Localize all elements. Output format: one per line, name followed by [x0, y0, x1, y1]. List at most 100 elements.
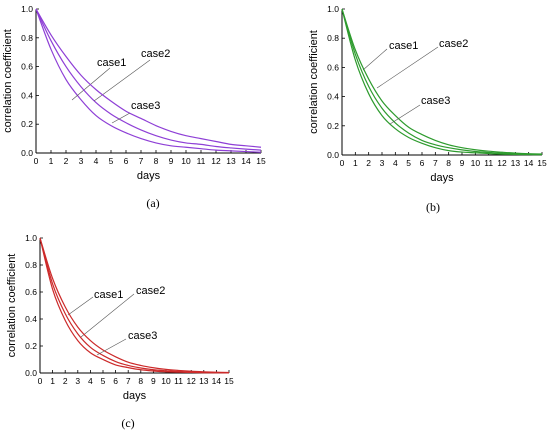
chart-panel-1: 0 1 2 3 4 5 6 7 8 9 10 11 12 13 14 150.00.20.40.60.81.0…	[2, 4, 266, 210]
annotation-leader-case3	[111, 112, 131, 124]
y-tick-label: 0.4	[327, 92, 339, 102]
y-tick-label: 1.0	[327, 4, 339, 14]
x-tick-label: 6	[124, 156, 129, 166]
x-tick-label: 6	[113, 376, 118, 386]
series-line-case2	[35, 8, 262, 151]
x-tick-label: 0	[340, 158, 345, 168]
x-tick-label: 8	[154, 156, 159, 166]
x-tick-label: 13	[226, 156, 236, 166]
x-tick-label: 2	[64, 156, 69, 166]
x-tick-label: 14	[524, 158, 534, 168]
panel-label: (c)	[121, 416, 134, 430]
annotation-label-case1: case1	[389, 40, 418, 52]
chart-panel-3: 0 1 2 3 4 5 6 7 8 9 10 11 12 13 14 150.00.20.40.60.81.0…	[6, 233, 234, 430]
chart-panel-2: 0 1 2 3 4 5 6 7 8 9 10 11 12 13 14 150.00.20.40.60.81.0…	[308, 4, 547, 214]
series-line-case2	[39, 237, 230, 374]
x-tick-label: 10	[161, 376, 171, 386]
annotation-leader-case1	[362, 48, 388, 71]
annotation-label-case3: case3	[131, 100, 160, 112]
x-tick-label: 9	[169, 156, 174, 166]
x-tick-label: 5	[109, 156, 114, 166]
y-axis-label: correlation coefficient	[308, 30, 320, 134]
annotation-label-case2: case2	[141, 48, 170, 60]
x-tick-label: 15	[256, 156, 266, 166]
annotation-leader-case3	[96, 338, 127, 356]
series-line-case3	[341, 8, 543, 155]
y-tick-label: 0.8	[327, 33, 339, 43]
x-tick-label: 11	[174, 376, 183, 386]
x-tick-label: 7	[139, 156, 144, 166]
x-tick-label: 4	[393, 158, 398, 168]
y-tick-label: 0.6	[21, 62, 33, 72]
x-tick-label: 13	[199, 376, 209, 386]
x-tick-label: 9	[460, 158, 465, 168]
x-tick-label: 8	[446, 158, 451, 168]
y-tick-label: 0.0	[21, 148, 33, 158]
y-tick-label: 0.8	[21, 33, 33, 43]
y-tick-label: 0.8	[25, 260, 37, 270]
x-tick-label: 13	[511, 158, 521, 168]
y-tick-label: 1.0	[21, 4, 33, 14]
x-tick-label: 10	[471, 158, 481, 168]
x-tick-label: 7	[126, 376, 131, 386]
annotation-label-case3: case3	[128, 330, 157, 342]
series-line-case3	[35, 8, 262, 148]
annotation-label-case1: case1	[94, 289, 123, 301]
annotation-leader-case2	[376, 46, 439, 89]
x-axis-label: days	[430, 172, 454, 184]
x-tick-label: 12	[497, 158, 507, 168]
x-tick-label: 4	[94, 156, 99, 166]
x-tick-label: 9	[151, 376, 156, 386]
x-tick-label: 6	[420, 158, 425, 168]
y-tick-label: 0.0	[25, 368, 37, 378]
x-axis-label: days	[137, 170, 161, 182]
x-tick-label: 2	[63, 376, 68, 386]
x-tick-label: 8	[138, 376, 143, 386]
annotation-label-case1: case1	[97, 57, 126, 69]
x-tick-label: 4	[88, 376, 93, 386]
series-line-case1	[35, 8, 262, 153]
y-tick-label: 0.0	[327, 150, 339, 160]
annotation-label-case2: case2	[439, 38, 468, 50]
x-tick-label: 0	[38, 376, 43, 386]
series-line-case1	[341, 8, 543, 156]
series-line-case2	[341, 8, 543, 156]
x-tick-label: 11	[197, 156, 206, 166]
y-tick-label: 0.2	[327, 121, 339, 131]
x-tick-label: 7	[433, 158, 438, 168]
x-tick-label: 3	[79, 156, 84, 166]
x-tick-label: 11	[484, 158, 493, 168]
series-line-case1	[39, 237, 230, 374]
x-tick-label: 15	[537, 158, 547, 168]
annotation-label-case3: case3	[421, 95, 450, 107]
x-tick-label: 1	[49, 156, 54, 166]
y-tick-label: 0.4	[21, 90, 33, 100]
y-tick-label: 0.4	[25, 314, 37, 324]
y-tick-label: 1.0	[25, 233, 37, 243]
annotation-leader-case2	[93, 59, 151, 102]
annotation-label-case2: case2	[136, 285, 165, 297]
x-tick-label: 1	[353, 158, 358, 168]
x-tick-label: 15	[224, 376, 234, 386]
x-tick-label: 5	[406, 158, 411, 168]
x-tick-label: 14	[212, 376, 222, 386]
x-tick-label: 10	[181, 156, 191, 166]
x-tick-label: 12	[211, 156, 221, 166]
panel-label: (a)	[146, 196, 159, 210]
x-tick-label: 12	[186, 376, 196, 386]
annotation-leader-case3	[389, 104, 421, 125]
annotation-leader-case2	[80, 293, 135, 338]
y-axis-label: correlation coefficient	[2, 29, 14, 133]
x-tick-label: 14	[241, 156, 251, 166]
x-tick-label: 1	[50, 376, 55, 386]
annotation-leader-case1	[71, 67, 111, 101]
annotation-leader-case1	[67, 296, 94, 316]
x-tick-label: 2	[366, 158, 371, 168]
x-tick-label: 3	[380, 158, 385, 168]
x-tick-label: 3	[75, 376, 80, 386]
y-tick-label: 0.2	[25, 341, 37, 351]
y-tick-label: 0.2	[21, 119, 33, 129]
series-line-case3	[39, 237, 230, 374]
x-tick-label: 0	[34, 156, 39, 166]
